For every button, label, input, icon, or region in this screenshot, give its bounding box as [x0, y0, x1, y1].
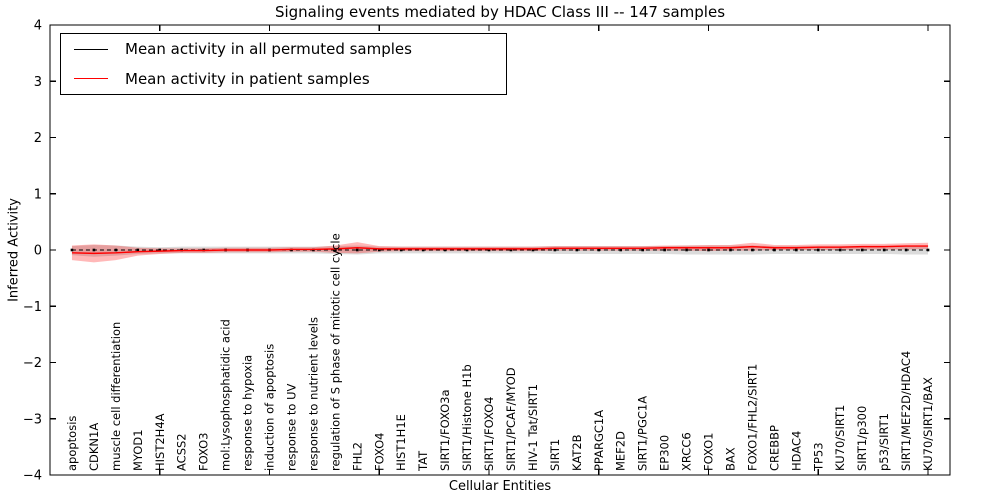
- category-label: SIRT1: [548, 439, 562, 471]
- permuted-marker: [619, 248, 623, 252]
- y-tick-label: −2: [23, 356, 42, 371]
- category-label: mol:Lysophosphatidic acid: [219, 319, 233, 471]
- category-label: SIRT1/p300: [855, 406, 869, 471]
- permuted-marker: [838, 248, 842, 252]
- legend-label-patient: Mean activity in patient samples: [125, 69, 370, 88]
- permuted-marker: [553, 248, 557, 252]
- patient-mean-line: [71, 245, 929, 255]
- category-label: SIRT1/MEF2D/HDAC4: [899, 351, 913, 471]
- permuted-marker: [158, 248, 162, 252]
- legend-line-patient-icon: [74, 78, 108, 80]
- category-label: regulation of S phase of mitotic cell cy…: [328, 233, 342, 471]
- category-label: HIST1H1E: [394, 414, 408, 471]
- permuted-marker: [597, 248, 601, 252]
- permuted-marker: [773, 248, 776, 252]
- category-label: ACSS2: [175, 433, 189, 471]
- category-label: XRCC6: [680, 432, 694, 471]
- category-label: response to nutrient levels: [306, 317, 320, 471]
- category-label: HDAC4: [789, 431, 803, 471]
- category-label: FOXO1/FHL2/SIRT1: [745, 364, 759, 471]
- permuted-marker: [531, 248, 535, 252]
- category-label: SIRT1/PCAF/MYOD: [504, 367, 518, 471]
- category-label: EP300: [658, 435, 672, 471]
- permuted-marker: [70, 248, 74, 252]
- permuted-marker: [882, 248, 886, 252]
- category-label: SIRT1/FOXO3a: [438, 389, 452, 471]
- permuted-marker: [641, 248, 644, 252]
- category-label: KU70/SIRT1: [833, 405, 847, 471]
- permuted-marker: [751, 248, 754, 252]
- permuted-marker: [92, 248, 96, 252]
- y-tick-label: −1: [23, 300, 42, 315]
- permuted-marker: [509, 248, 513, 252]
- category-label: p53/SIRT1: [877, 413, 891, 471]
- permuted-marker: [114, 248, 118, 252]
- category-label: muscle cell differentiation: [109, 322, 123, 471]
- permuted-marker: [860, 248, 864, 252]
- category-label: FOXO3: [197, 433, 211, 471]
- permuted-marker: [685, 248, 688, 252]
- category-label: apoptosis: [65, 416, 79, 471]
- category-label: SIRT1/FOXO4: [482, 396, 496, 471]
- category-label: HIST2H4A: [153, 413, 167, 471]
- y-tick-label: 3: [34, 75, 42, 90]
- legend-label-permuted: Mean activity in all permuted samples: [125, 40, 412, 59]
- permuted-marker: [816, 248, 820, 252]
- category-label: induction of apoptosis: [263, 344, 277, 471]
- y-tick-label: −3: [23, 412, 42, 427]
- category-label: CREBBP: [767, 425, 781, 471]
- category-label: response to hypoxia: [241, 355, 255, 471]
- permuted-marker: [707, 248, 710, 252]
- y-tick-label: 1: [34, 187, 42, 202]
- permuted-marker: [356, 248, 359, 252]
- y-tick-label: 0: [34, 244, 42, 259]
- permuted-marker: [421, 248, 425, 252]
- permuted-marker: [729, 248, 732, 252]
- category-label: SIRT1/PGC1A: [636, 396, 650, 471]
- legend: Mean activity in all permuted samples Me…: [60, 33, 507, 95]
- category-label: MYOD1: [131, 429, 145, 471]
- permuted-marker: [136, 248, 140, 252]
- permuted-marker: [487, 248, 491, 252]
- category-label: FOXO4: [372, 433, 386, 471]
- y-axis-label: Inferred Activity: [6, 198, 22, 302]
- permuted-marker: [926, 248, 930, 252]
- category-label: KU70/SIRT1/BAX: [921, 377, 935, 471]
- category-label: FHL2: [350, 442, 364, 471]
- y-tick-label: 2: [34, 131, 42, 146]
- category-label: response to UV: [284, 383, 298, 471]
- legend-entry-patient: Mean activity in patient samples: [61, 64, 506, 93]
- permuted-marker: [904, 248, 908, 252]
- x-axis-label: Cellular Entities: [448, 479, 552, 494]
- y-tick-label: −4: [23, 469, 42, 484]
- permuted-marker: [334, 248, 337, 252]
- category-label: KAT2B: [570, 434, 584, 471]
- category-label: TAT: [416, 450, 430, 472]
- permuted-marker: [795, 248, 798, 252]
- category-label: CDKN1A: [87, 423, 101, 471]
- category-label: BAX: [723, 447, 737, 471]
- category-label: PPARGC1A: [592, 410, 606, 471]
- permuted-marker: [377, 248, 381, 252]
- permuted-marker: [399, 248, 403, 252]
- category-label: FOXO1: [702, 433, 716, 471]
- category-label: MEF2D: [614, 431, 628, 471]
- permuted-marker: [465, 248, 469, 252]
- permuted-marker: [575, 248, 579, 252]
- category-label: SIRT1/Histone H1b: [460, 364, 474, 471]
- y-tick-label: 4: [34, 19, 42, 34]
- chart-title: Signaling events mediated by HDAC Class …: [274, 3, 726, 21]
- category-label: TP53: [811, 442, 825, 472]
- permuted-marker: [663, 248, 666, 252]
- permuted-marker: [443, 248, 447, 252]
- category-label: HIV-1 Tat/SIRT1: [526, 384, 540, 471]
- legend-line-permuted-icon: [74, 48, 108, 50]
- legend-entry-permuted: Mean activity in all permuted samples: [61, 35, 506, 64]
